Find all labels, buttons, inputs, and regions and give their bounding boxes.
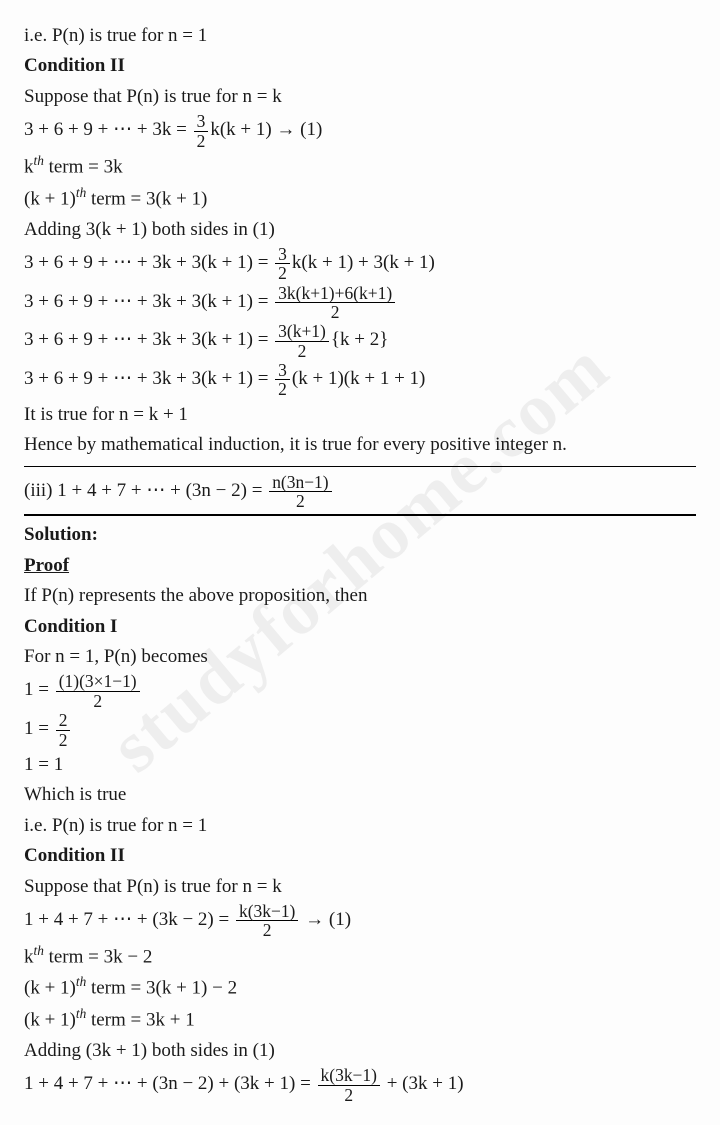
- numerator: k(3k−1): [318, 1066, 380, 1085]
- superscript: th: [76, 1006, 86, 1021]
- equation: 3 + 6 + 9 + ⋯ + 3k + 3(k + 1) = 32k(k + …: [24, 245, 696, 283]
- numerator: k(3k−1): [236, 902, 298, 921]
- superscript: th: [34, 943, 44, 958]
- eq-rhs: {k + 2}: [331, 330, 388, 351]
- eq-lhs: 3 + 6 + 9 + ⋯ + 3k + 3(k + 1) =: [24, 330, 273, 351]
- text-line: (k + 1)th term = 3k + 1: [24, 1004, 696, 1035]
- denominator: 2: [275, 303, 395, 321]
- text-line: For n = 1, P(n) becomes: [24, 642, 696, 671]
- numerator: 3: [194, 112, 209, 131]
- numerator: 3k(k+1)+6(k+1): [275, 284, 395, 303]
- denominator: 2: [269, 492, 331, 510]
- equation: 1 + 4 + 7 + ⋯ + (3k − 2) = k(3k−1)2 → (1…: [24, 902, 696, 940]
- text-line: Hence by mathematical induction, it is t…: [24, 430, 696, 459]
- eq-lhs: 1 =: [24, 718, 54, 739]
- eq-lhs: 3 + 6 + 9 + ⋯ + 3k + 3(k + 1) =: [24, 291, 273, 312]
- fraction: 3(k+1)2: [275, 322, 329, 360]
- eq-lhs: 1 + 4 + 7 + ⋯ + (3k − 2) =: [24, 909, 234, 930]
- fraction: 32: [275, 361, 290, 399]
- text-line: Suppose that P(n) is true for n = k: [24, 872, 696, 901]
- kp1-term-pre: (k + 1): [24, 1010, 76, 1031]
- kth-term-k: k: [24, 946, 34, 967]
- text-line: Which is true: [24, 780, 696, 809]
- eq-rhs: + (3k + 1): [382, 1074, 464, 1095]
- text-line: Adding (3k + 1) both sides in (1): [24, 1036, 696, 1065]
- heading-condition-2: Condition II: [24, 841, 696, 870]
- equation: 3 + 6 + 9 + ⋯ + 3k = 32k(k + 1) → (1): [24, 112, 696, 150]
- superscript: th: [34, 153, 44, 168]
- text-line: If P(n) represents the above proposition…: [24, 581, 696, 610]
- document-body: i.e. P(n) is true for n = 1 Condition II…: [24, 21, 696, 1104]
- numerator: 3(k+1): [275, 322, 329, 341]
- equation: 1 + 4 + 7 + ⋯ + (3n − 2) + (3k + 1) = k(…: [24, 1066, 696, 1104]
- denominator: 2: [236, 921, 298, 939]
- eq-rhs: (k + 1)(k + 1 + 1): [292, 368, 425, 389]
- eq-lhs: 3 + 6 + 9 + ⋯ + 3k + 3(k + 1) =: [24, 252, 273, 273]
- text-line: Adding 3(k + 1) both sides in (1): [24, 215, 696, 244]
- heading-condition-1: Condition I: [24, 612, 696, 641]
- kth-term-k: k: [24, 156, 34, 177]
- denominator: 2: [275, 380, 290, 398]
- superscript: th: [76, 974, 86, 989]
- denominator: 2: [56, 692, 140, 710]
- fraction: k(3k−1)2: [236, 902, 298, 940]
- eq-rhs: → (1): [300, 909, 351, 930]
- equation: 3 + 6 + 9 + ⋯ + 3k + 3(k + 1) = 3k(k+1)+…: [24, 284, 696, 322]
- eq-lhs: 1 =: [24, 680, 54, 701]
- problem-iii: (iii) 1 + 4 + 7 + ⋯ + (3n − 2) = n(3n−1)…: [24, 473, 696, 511]
- kp1-term-pre: (k + 1): [24, 978, 76, 999]
- solution-heading: Solution:: [24, 520, 696, 549]
- fraction: 3k(k+1)+6(k+1)2: [275, 284, 395, 322]
- denominator: 2: [56, 731, 71, 749]
- superscript: th: [76, 185, 86, 200]
- numerator: 3: [275, 245, 290, 264]
- text-line: kth term = 3k: [24, 151, 696, 182]
- text-line: Suppose that P(n) is true for n = k: [24, 82, 696, 111]
- kth-term-rest: term = 3k − 2: [44, 946, 153, 967]
- fraction: 32: [194, 112, 209, 150]
- fraction: k(3k−1)2: [318, 1066, 380, 1104]
- heading-condition-2: Condition II: [24, 51, 696, 80]
- eq-lhs: (iii) 1 + 4 + 7 + ⋯ + (3n − 2) =: [24, 480, 267, 501]
- kth-term-rest: term = 3k: [44, 156, 123, 177]
- kp1-term-pre: (k + 1): [24, 188, 76, 209]
- eq-lhs: 3 + 6 + 9 + ⋯ + 3k =: [24, 120, 192, 141]
- proof-heading: Proof: [24, 551, 696, 580]
- denominator: 2: [194, 132, 209, 150]
- equation: 3 + 6 + 9 + ⋯ + 3k + 3(k + 1) = 3(k+1)2{…: [24, 322, 696, 360]
- numerator: 2: [56, 711, 71, 730]
- divider: [24, 466, 696, 467]
- denominator: 2: [275, 264, 290, 282]
- numerator: 3: [275, 361, 290, 380]
- eq-lhs: 3 + 6 + 9 + ⋯ + 3k + 3(k + 1) =: [24, 368, 273, 389]
- numerator: n(3n−1): [269, 473, 331, 492]
- fraction: 22: [56, 711, 71, 749]
- equation: 1 = (1)(3×1−1)2: [24, 672, 696, 710]
- text-line: It is true for n = k + 1: [24, 400, 696, 429]
- eq-rhs: k(k + 1) → (1): [210, 120, 322, 141]
- kp1-term-rest: term = 3(k + 1) − 2: [86, 978, 237, 999]
- text-line: i.e. P(n) is true for n = 1: [24, 21, 696, 50]
- numerator: (1)(3×1−1): [56, 672, 140, 691]
- fraction: 32: [275, 245, 290, 283]
- text-line: (k + 1)th term = 3(k + 1): [24, 183, 696, 214]
- text-line: i.e. P(n) is true for n = 1: [24, 811, 696, 840]
- kp1-term-rest: term = 3(k + 1): [86, 188, 207, 209]
- equation: 3 + 6 + 9 + ⋯ + 3k + 3(k + 1) = 32(k + 1…: [24, 361, 696, 399]
- kp1-term-rest: term = 3k + 1: [86, 1010, 195, 1031]
- denominator: 2: [275, 342, 329, 360]
- eq-lhs: 1 + 4 + 7 + ⋯ + (3n − 2) + (3k + 1) =: [24, 1074, 316, 1095]
- fraction: n(3n−1)2: [269, 473, 331, 511]
- text-line: 1 = 1: [24, 750, 696, 779]
- eq-rhs: k(k + 1) + 3(k + 1): [292, 252, 435, 273]
- fraction: (1)(3×1−1)2: [56, 672, 140, 710]
- text-line: (k + 1)th term = 3(k + 1) − 2: [24, 972, 696, 1003]
- divider: [24, 514, 696, 516]
- denominator: 2: [318, 1086, 380, 1104]
- text-line: kth term = 3k − 2: [24, 941, 696, 972]
- equation: 1 = 22: [24, 711, 696, 749]
